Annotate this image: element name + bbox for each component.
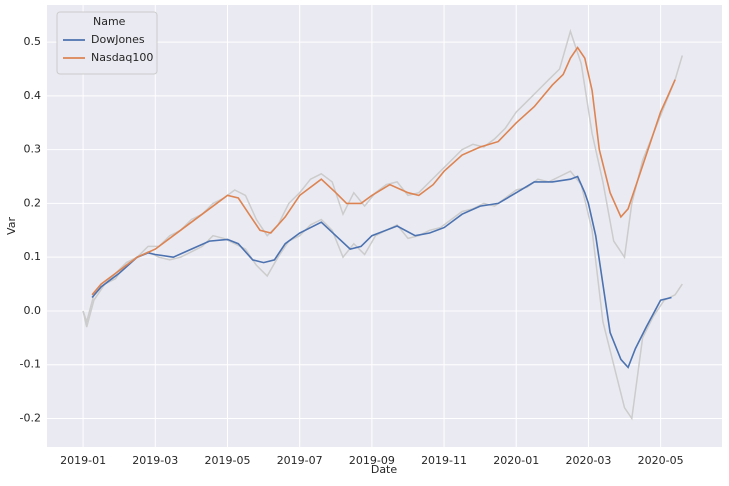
- y-axis-label: Var: [5, 217, 18, 235]
- x-tick-label: 2019-07: [277, 454, 323, 467]
- series-line: [91, 175, 672, 369]
- legend-label: DowJones: [91, 33, 145, 46]
- legend-title: Name: [93, 15, 126, 28]
- y-tick-label: 0.3: [24, 143, 42, 156]
- y-tick-label: 0.1: [24, 250, 42, 263]
- x-axis-label: Date: [371, 463, 398, 476]
- series-line: [91, 46, 676, 296]
- raw-line: [82, 28, 684, 325]
- x-tick-label: 2020-03: [565, 454, 611, 467]
- y-tick-label: 0.0: [24, 304, 42, 317]
- x-tick-label: 2019-05: [204, 454, 250, 467]
- y-tick-label: -0.2: [20, 412, 41, 425]
- y-tick-label: 0.5: [24, 35, 42, 48]
- y-tick-label: 0.4: [24, 89, 42, 102]
- y-tick-label: -0.1: [20, 358, 41, 371]
- x-tick-label: 2019-09: [349, 454, 395, 467]
- x-tick-label: 2019-03: [132, 454, 178, 467]
- x-tick-label: 2019-01: [60, 454, 106, 467]
- x-tick-label: 2020-01: [493, 454, 539, 467]
- plot-area: [47, 5, 722, 447]
- y-tick-label: 0.2: [24, 196, 42, 209]
- x-tick-label: 2020-05: [638, 454, 684, 467]
- legend-label: Nasdaq100: [91, 51, 153, 64]
- x-tick-label: 2019-11: [421, 454, 467, 467]
